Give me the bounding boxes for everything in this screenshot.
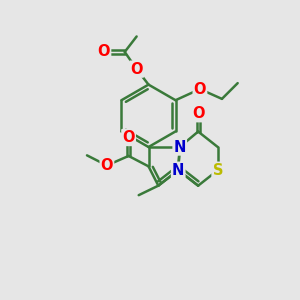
- Text: N: N: [173, 140, 186, 154]
- Text: O: O: [130, 62, 143, 77]
- Text: O: O: [98, 44, 110, 59]
- Text: O: O: [101, 158, 113, 173]
- Text: O: O: [192, 106, 204, 121]
- Text: S: S: [212, 163, 223, 178]
- Text: O: O: [122, 130, 135, 145]
- Text: O: O: [194, 82, 206, 97]
- Text: N: N: [172, 163, 184, 178]
